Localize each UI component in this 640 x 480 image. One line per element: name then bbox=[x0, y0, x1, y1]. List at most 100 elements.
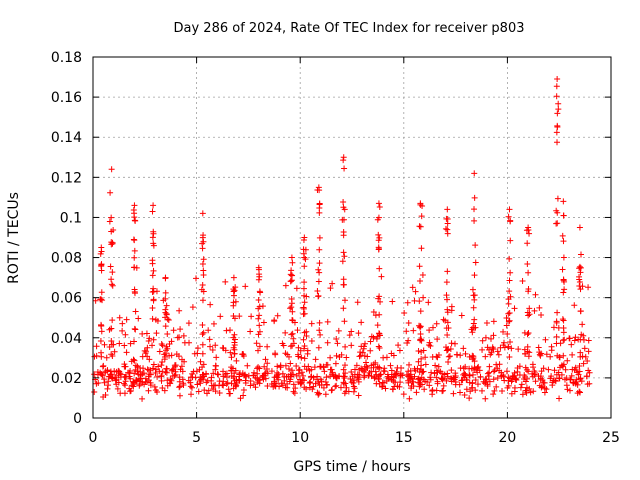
data-point bbox=[545, 366, 552, 373]
data-point bbox=[239, 370, 246, 377]
data-point bbox=[304, 347, 311, 354]
data-point bbox=[422, 361, 429, 368]
data-point bbox=[97, 337, 104, 344]
data-point bbox=[559, 363, 566, 370]
data-point bbox=[272, 351, 279, 358]
data-point bbox=[303, 385, 310, 392]
data-point bbox=[416, 369, 423, 376]
data-point bbox=[340, 228, 347, 235]
data-point bbox=[443, 292, 450, 299]
data-point bbox=[216, 389, 223, 396]
data-point bbox=[576, 282, 583, 289]
data-point bbox=[581, 345, 588, 352]
data-point bbox=[538, 350, 545, 357]
data-point bbox=[108, 276, 115, 283]
data-point bbox=[358, 365, 365, 372]
data-point bbox=[158, 340, 165, 347]
data-point bbox=[556, 395, 563, 402]
data-point bbox=[284, 384, 291, 391]
data-point bbox=[197, 380, 204, 387]
data-point bbox=[97, 369, 104, 376]
data-point bbox=[370, 361, 377, 368]
data-point bbox=[107, 263, 114, 270]
data-point bbox=[230, 286, 237, 293]
data-point bbox=[505, 382, 512, 389]
data-point bbox=[416, 277, 423, 284]
data-point bbox=[210, 382, 217, 389]
data-point bbox=[163, 343, 170, 350]
data-point bbox=[200, 256, 207, 263]
data-point bbox=[170, 327, 177, 334]
data-point bbox=[375, 246, 382, 253]
data-point bbox=[378, 273, 385, 280]
data-point bbox=[445, 358, 452, 365]
data-point bbox=[264, 360, 271, 367]
data-point bbox=[507, 217, 514, 224]
data-point bbox=[553, 83, 560, 90]
data-point bbox=[561, 286, 568, 293]
data-point bbox=[553, 129, 560, 136]
data-point bbox=[362, 340, 369, 347]
data-point bbox=[551, 377, 558, 384]
data-point bbox=[585, 284, 592, 291]
data-point bbox=[356, 353, 363, 360]
data-point bbox=[117, 374, 124, 381]
data-point bbox=[233, 382, 240, 389]
data-point bbox=[506, 255, 513, 262]
data-point bbox=[316, 200, 323, 207]
data-point bbox=[301, 292, 308, 299]
data-point bbox=[340, 305, 347, 312]
data-point bbox=[150, 361, 157, 368]
data-point bbox=[355, 392, 362, 399]
data-point bbox=[116, 314, 123, 321]
data-point bbox=[116, 340, 123, 347]
data-point bbox=[150, 202, 157, 209]
data-point bbox=[128, 358, 135, 365]
data-point bbox=[399, 372, 406, 379]
data-point bbox=[290, 381, 297, 388]
data-point bbox=[106, 373, 113, 380]
data-point bbox=[440, 316, 447, 323]
data-point bbox=[172, 371, 179, 378]
data-point bbox=[327, 354, 334, 361]
data-point bbox=[217, 313, 224, 320]
data-point bbox=[282, 350, 289, 357]
data-point bbox=[93, 352, 100, 359]
data-point bbox=[257, 289, 264, 296]
data-point bbox=[180, 332, 187, 339]
data-point bbox=[335, 327, 342, 334]
data-point bbox=[156, 348, 163, 355]
data-point bbox=[495, 351, 502, 358]
data-point bbox=[446, 353, 453, 360]
data-point bbox=[207, 343, 214, 350]
data-point bbox=[149, 342, 156, 349]
data-point bbox=[150, 297, 157, 304]
data-point bbox=[406, 361, 413, 368]
data-point bbox=[149, 234, 156, 241]
data-point bbox=[448, 367, 455, 374]
data-point bbox=[131, 357, 138, 364]
data-point bbox=[547, 353, 554, 360]
data-point bbox=[109, 317, 116, 324]
data-point bbox=[387, 362, 394, 369]
data-point bbox=[150, 242, 157, 249]
data-point bbox=[579, 321, 586, 328]
data-point bbox=[583, 373, 590, 380]
data-point bbox=[525, 269, 532, 276]
data-point bbox=[300, 336, 307, 343]
data-point bbox=[154, 317, 161, 324]
data-point bbox=[288, 300, 295, 307]
data-point bbox=[350, 388, 357, 395]
data-point bbox=[577, 389, 584, 396]
data-point bbox=[340, 281, 347, 288]
data-point bbox=[200, 329, 207, 336]
data-point bbox=[261, 370, 268, 377]
data-point bbox=[435, 352, 442, 359]
data-point bbox=[144, 344, 151, 351]
data-point bbox=[150, 285, 157, 292]
data-point bbox=[469, 329, 476, 336]
data-point bbox=[315, 266, 322, 273]
data-point bbox=[228, 354, 235, 361]
data-point bbox=[167, 376, 174, 383]
data-point bbox=[240, 351, 247, 358]
